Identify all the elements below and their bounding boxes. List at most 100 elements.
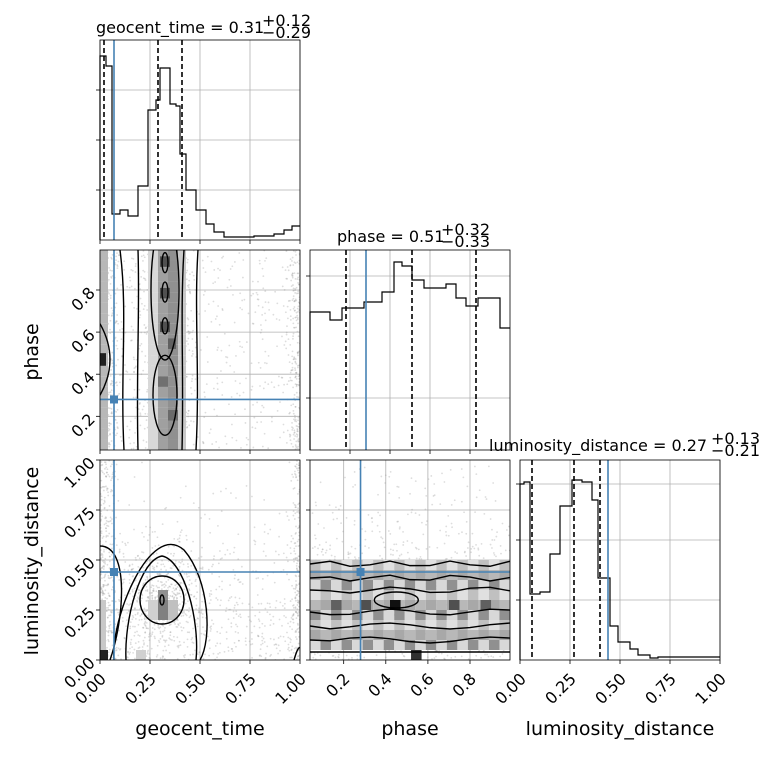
panel-luminosity_distance-vs-geocent_time-sample-point [232,610,235,613]
panel-luminosity_distance-vs-geocent_time-sample-point [182,655,185,657]
panel-phase-vs-geocent_time-sample-point [291,428,294,431]
panel-phase-vs-geocent_time-sample-point [288,433,291,436]
panel-luminosity_distance-vs-phase-density-cell-13 [320,600,332,610]
panel-luminosity_distance-vs-geocent_time-sample-point [106,584,109,587]
panel-phase-vs-geocent_time-sample-point [110,383,112,386]
panel-luminosity_distance-vs-geocent_time-sample-point [107,535,109,537]
panel-luminosity_distance-vs-geocent_time-sample-point [129,647,131,650]
panel-luminosity_distance-vs-geocent_time-sample-point [173,589,176,592]
panel-phase-vs-geocent_time-sample-point [144,412,147,415]
panel-luminosity_distance-vs-geocent_time-sample-point [297,575,300,578]
panel-luminosity_distance-vs-geocent_time-sample-point [229,584,231,586]
panel-luminosity_distance-vs-geocent_time-sample-point [154,598,157,600]
panel-luminosity_distance-vs-geocent_time-sample-point [232,551,235,554]
panel-luminosity_distance-vs-geocent_time-sample-point [254,543,257,546]
panel-luminosity_distance-vs-geocent_time-sample-point [261,588,264,591]
panel-luminosity_distance-vs-phase-sample-point [400,553,403,556]
panel-luminosity_distance-vs-geocent_time-sample-point [100,532,103,535]
panel-luminosity_distance-vs-phase-sample-point [337,655,340,658]
panel-phase-vs-geocent_time-sample-point [292,295,295,298]
panel-luminosity_distance-vs-geocent_time-sample-point [215,597,218,599]
panel-luminosity_distance-vs-geocent_time-sample-point [137,647,140,650]
panel-luminosity_distance-vs-geocent_time-sample-point [111,489,114,492]
panel-phase-vs-geocent_time-density-cell-24 [100,397,108,408]
panel-luminosity_distance-vs-phase-sample-point [443,542,446,545]
panel-luminosity_distance-vs-geocent_time-sample-point [196,617,199,620]
panel-luminosity_distance-vs-geocent_time-sample-point [294,542,297,544]
panel-luminosity_distance-vs-phase-density-cell-141 [467,580,479,590]
panel-luminosity_distance-vs-geocent_time-sample-point [109,516,112,519]
panel-phase-vs-geocent_time-sample-point [110,440,113,442]
panel-phase-vs-geocent_time-sample-point [110,256,113,259]
panel-phase-vs-geocent_time-sample-point [129,420,132,423]
panel-luminosity_distance-vs-geocent_time-sample-point [115,516,117,519]
panel-luminosity_distance-vs-geocent_time-sample-point [147,627,150,630]
panel-luminosity_distance-vs-geocent_time-sample-point [204,617,207,619]
panel-luminosity_distance-vs-geocent_time-sample-point [297,614,300,617]
panel-luminosity_distance-vs-geocent_time-sample-point [151,595,153,597]
panel-luminosity_distance-vs-phase-density-cell-8 [310,560,321,570]
panel-luminosity_distance-vs-geocent_time-sample-point [173,621,176,624]
panel-luminosity_distance-vs-geocent_time-sample-point [146,599,149,602]
panel-luminosity_distance-vs-phase-density-cell-174 [448,600,460,610]
panel-luminosity_distance-vs-geocent_time-sample-point [270,653,272,656]
panel-luminosity_distance-vs-geocent_time-sample-point [129,643,132,646]
panel-luminosity_distance-vs-phase-sample-point [384,656,387,659]
panel-phase-vs-geocent_time-density-cell-11 [158,418,168,429]
panel-phase-vs-geocent_time-sample-point [208,432,211,434]
panel-luminosity_distance-vs-geocent_time-sample-point [227,646,230,649]
panel-luminosity_distance-vs-phase-sample-point [392,554,394,556]
panel-luminosity_distance-vs-phase-sample-point [409,492,411,495]
title-phase-plus: +0.32 [441,220,490,239]
panel-phase-vs-geocent_time-sample-point [286,383,289,386]
panel-luminosity_distance-vs-geocent_time-sample-point [106,471,108,474]
panel-luminosity_distance-vs-geocent_time-sample-point [179,581,182,584]
panel-phase-vs-geocent_time-sample-point [295,383,298,386]
panel-luminosity_distance-vs-geocent_time-sample-point [101,592,104,595]
panel-luminosity_distance-vs-geocent_time-sample-point [137,554,139,557]
panel-luminosity_distance-vs-geocent_time-sample-point [167,578,170,581]
panel-phase-vs-geocent_time-sample-point [120,338,123,340]
panel-phase-vs-geocent_time-sample-point [294,444,297,446]
panel-phase-vs-geocent_time-sample-point [251,280,254,283]
panel-phase-vs-geocent_time-sample-point [115,434,117,437]
panel-phase-vs-geocent_time-sample-point [294,372,297,374]
panel-luminosity_distance-vs-geocent_time-sample-point [108,475,111,478]
panel-luminosity_distance-vs-phase-sample-point [384,482,387,484]
panel-luminosity_distance-vs-phase-sample-point [325,541,328,544]
panel-luminosity_distance-vs-geocent_time-sample-point [114,600,117,603]
panel-luminosity_distance-vs-geocent_time-sample-point [261,639,264,642]
panel-luminosity_distance-vs-geocent_time-sample-point [103,523,106,526]
panel-luminosity_distance-vs-phase-sample-point [353,519,356,522]
panel-phase-vs-geocent_time-sample-point [110,369,112,371]
panel-luminosity_distance-vs-geocent_time-sample-point [167,560,170,562]
panel-luminosity_distance-vs-geocent_time-sample-point [234,596,237,599]
panel-phase-vs-geocent_time-sample-point [263,432,266,435]
panel-phase-vs-geocent_time-sample-point [296,352,299,355]
panel-luminosity_distance-vs-geocent_time-sample-point [185,573,188,576]
panel-luminosity_distance-vs-geocent_time-sample-point [110,630,113,632]
panel-phase-vs-geocent_time-sample-point [110,315,113,317]
panel-phase-vs-geocent_time-sample-point [107,393,110,396]
panel-luminosity_distance-vs-geocent_time-sample-point [111,547,113,550]
panel-luminosity_distance-vs-geocent_time-sample-point [151,591,154,594]
panel-luminosity_distance-vs-geocent_time-sample-point [295,475,298,478]
panel-luminosity_distance-vs-geocent_time-sample-point [209,599,212,601]
panel-phase-vs-geocent_time-sample-point [272,313,275,316]
panel-phase-vs-geocent_time-density-cell-5 [148,428,158,440]
panel-luminosity_distance-vs-geocent_time-sample-point [245,644,248,646]
panel-luminosity_distance-vs-phase-sample-point [382,541,385,544]
panel-phase-vs-geocent_time-sample-point [116,252,118,255]
panel-luminosity_distance-vs-phase-sample-point [380,536,383,539]
panel-luminosity_distance-vs-geocent_time-sample-point [128,578,131,581]
panel-luminosity_distance-vs-geocent_time-sample-point [105,535,108,538]
panel-luminosity_distance-vs-geocent_time-sample-point [294,596,297,599]
panel-luminosity_distance-vs-phase-sample-point [323,527,325,529]
panel-phase-vs-geocent_time-sample-point [115,255,118,258]
panel-phase-vs-geocent_time-sample-point [120,320,123,323]
panel-phase-vs-geocent_time-density-cell-95 [100,353,106,366]
panel-phase-vs-geocent_time-sample-point [194,289,197,291]
panel-luminosity_distance-vs-geocent_time-sample-point [188,575,190,578]
panel-luminosity_distance-vs-geocent_time-sample-point [134,642,137,645]
panel-luminosity_distance-vs-geocent_time-sample-point [108,624,111,627]
